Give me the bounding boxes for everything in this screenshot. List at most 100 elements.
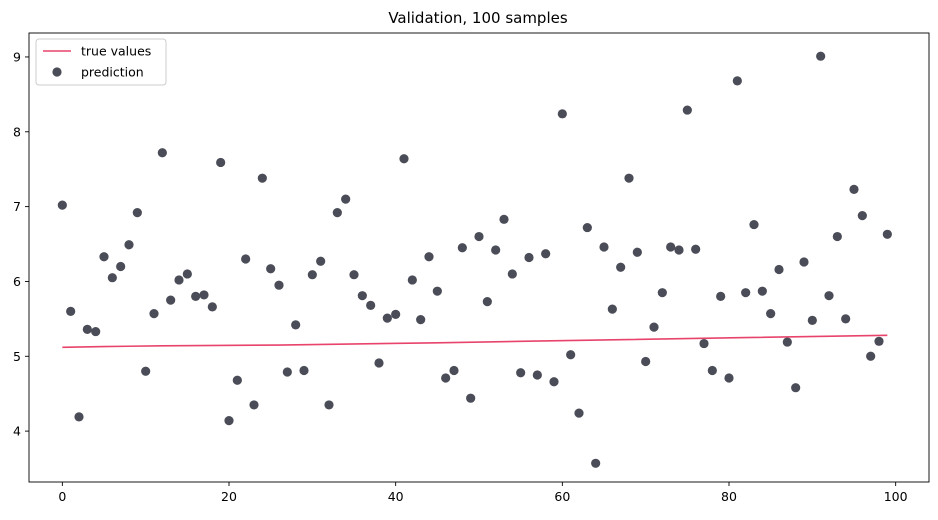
prediction-point xyxy=(57,200,67,210)
x-tick-label: 20 xyxy=(221,489,237,504)
prediction-point xyxy=(432,286,442,296)
prediction-point xyxy=(624,173,634,183)
prediction-point xyxy=(116,261,126,272)
prediction-point xyxy=(266,264,276,274)
y-tick-label: 9 xyxy=(13,49,21,64)
prediction-point xyxy=(224,416,234,426)
legend: true values prediction xyxy=(35,38,167,86)
prediction-point xyxy=(491,245,501,255)
prediction-point xyxy=(307,270,317,280)
prediction-point xyxy=(791,383,801,393)
prediction-point xyxy=(416,315,426,325)
prediction-point xyxy=(374,358,384,368)
prediction-point xyxy=(157,148,167,158)
prediction-point xyxy=(316,256,326,266)
prediction-point xyxy=(449,365,459,376)
y-tick-label: 5 xyxy=(13,349,21,364)
prediction-point xyxy=(499,214,509,224)
y-tick-label: 4 xyxy=(13,424,21,439)
prediction-point xyxy=(341,194,351,204)
prediction-point xyxy=(532,370,542,380)
prediction-point xyxy=(799,257,809,267)
prediction-point xyxy=(674,245,684,255)
prediction-point xyxy=(741,288,751,298)
prediction-point xyxy=(524,252,534,263)
prediction-point xyxy=(591,458,601,468)
prediction-point xyxy=(824,291,834,301)
prediction-point xyxy=(349,270,359,280)
prediction-point xyxy=(507,269,517,279)
prediction-point xyxy=(149,309,159,319)
y-tick-label: 7 xyxy=(13,199,21,214)
prediction-point xyxy=(182,269,192,279)
prediction-point xyxy=(557,109,567,119)
legend-label-prediction: prediction xyxy=(81,65,144,80)
prediction-point xyxy=(857,210,867,221)
prediction-point xyxy=(199,290,209,300)
prediction-point xyxy=(299,365,309,376)
prediction-point xyxy=(841,314,851,324)
axes-frame xyxy=(28,32,930,483)
legend-point-swatch xyxy=(52,67,62,77)
prediction-point xyxy=(174,275,184,285)
prediction-point xyxy=(566,350,576,360)
prediction-point xyxy=(682,105,692,115)
prediction-point xyxy=(249,400,259,410)
prediction-point xyxy=(357,291,367,301)
prediction-point xyxy=(774,264,784,275)
prediction-point xyxy=(324,400,334,410)
legend-label-true-values: true values xyxy=(81,44,151,59)
prediction-point xyxy=(82,324,92,334)
x-tick-label: 60 xyxy=(554,489,570,504)
prediction-point xyxy=(616,262,626,272)
prediction-point xyxy=(124,240,134,250)
prediction-point xyxy=(516,368,526,378)
y-tick-label: 6 xyxy=(13,274,21,289)
prediction-point xyxy=(74,412,84,422)
prediction-point xyxy=(466,393,476,403)
prediction-point xyxy=(332,208,342,218)
prediction-point xyxy=(66,306,76,316)
prediction-point xyxy=(474,231,484,242)
prediction-point xyxy=(732,76,742,86)
prediction-point xyxy=(757,286,767,296)
prediction-point xyxy=(541,249,551,259)
prediction-point xyxy=(599,242,609,252)
prediction-point xyxy=(657,288,667,298)
prediction-point xyxy=(724,373,734,383)
prediction-point xyxy=(866,351,876,361)
prediction-point xyxy=(382,313,392,323)
prediction-point xyxy=(574,408,584,418)
prediction-point xyxy=(232,375,242,385)
prediction-point xyxy=(99,252,109,262)
prediction-point xyxy=(91,326,101,337)
x-tick-label: 0 xyxy=(58,489,66,504)
true-values-line xyxy=(62,334,888,349)
prediction-point xyxy=(766,309,776,319)
prediction-point xyxy=(632,247,642,257)
prediction-point xyxy=(607,304,617,314)
prediction-point xyxy=(874,336,884,346)
plot-area xyxy=(57,51,892,468)
prediction-point xyxy=(207,302,217,312)
chart-title: Validation, 100 samples xyxy=(388,9,568,27)
prediction-point xyxy=(257,173,267,183)
prediction-point xyxy=(582,222,592,233)
prediction-point xyxy=(399,154,409,164)
prediction-point xyxy=(882,229,892,239)
prediction-point xyxy=(291,320,301,330)
prediction-point xyxy=(666,242,676,252)
prediction-point xyxy=(141,366,151,376)
x-tick-label: 100 xyxy=(884,489,908,504)
prediction-point xyxy=(749,219,759,230)
prediction-point xyxy=(391,309,401,319)
prediction-point xyxy=(549,377,559,387)
prediction-point xyxy=(191,291,201,302)
axes: 0 20 40 60 80 100 4 5 6 7 8 9 xyxy=(13,32,930,504)
prediction-point xyxy=(441,373,451,383)
prediction-point xyxy=(482,297,492,307)
prediction-point xyxy=(816,51,826,61)
prediction-point xyxy=(807,315,817,325)
prediction-point xyxy=(716,291,726,302)
prediction-point xyxy=(274,280,284,290)
